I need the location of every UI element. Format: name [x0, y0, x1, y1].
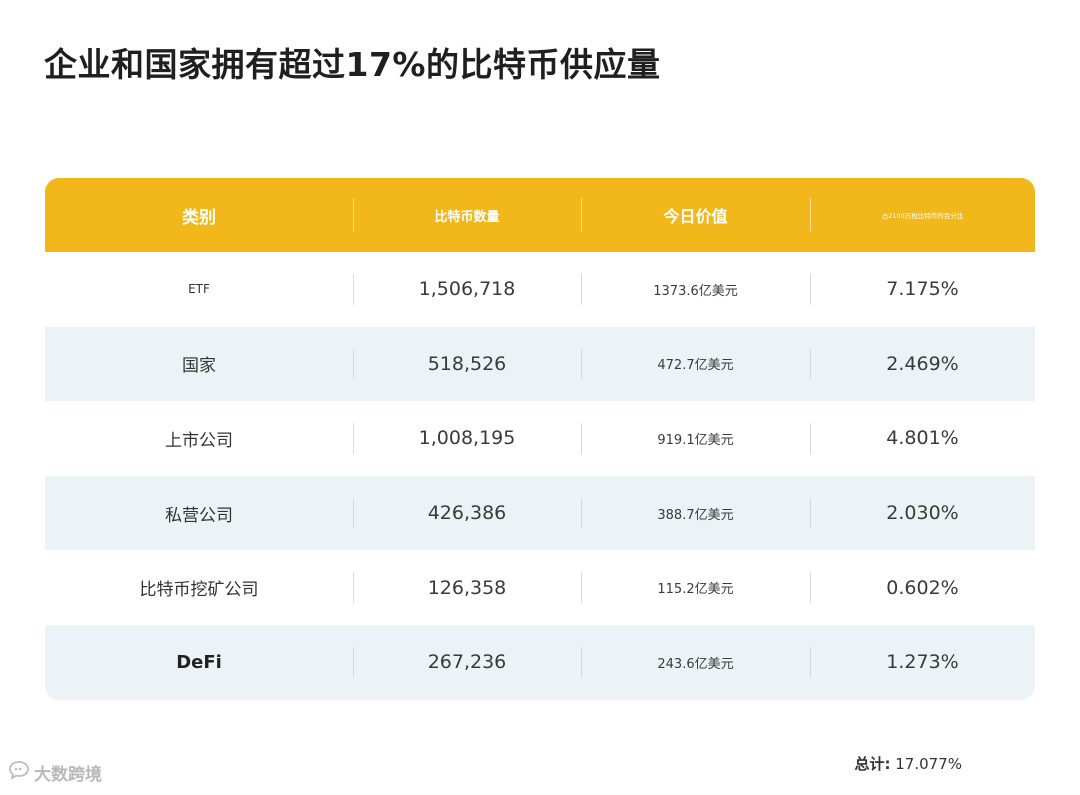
row-btc-amount: 426,386	[353, 476, 581, 551]
row-value: 115.2亿美元	[581, 550, 810, 625]
total-value: 17.077%	[895, 755, 962, 773]
row-category: 私营公司	[165, 505, 233, 526]
header-btc-amount: 比特币数量	[353, 178, 581, 252]
total-label: 总计:	[854, 755, 891, 773]
row-value: 388.7亿美元	[581, 476, 810, 551]
table-row: 上市公司 1,008,195 919.1亿美元 4.801%	[45, 401, 1035, 476]
chat-bubble-icon	[8, 760, 30, 785]
row-category: 上市公司	[165, 430, 233, 451]
row-category: 比特币挖矿公司	[139, 580, 259, 601]
row-btc-amount: 1,008,195	[353, 401, 581, 476]
table-row: 比特币挖矿公司 126,358 115.2亿美元 0.602%	[45, 550, 1035, 625]
row-btc-amount: 126,358	[353, 550, 581, 625]
table-header-row: 类别 比特币数量 今日价值 占2100万枚比特币的百分比	[45, 178, 1035, 252]
row-category: DeFi	[176, 651, 222, 673]
row-btc-amount: 267,236	[353, 625, 581, 700]
row-category: ETF	[188, 282, 210, 297]
row-value: 919.1亿美元	[581, 401, 810, 476]
total-summary: 总计: 17.077%	[854, 753, 962, 774]
row-percent: 2.469%	[810, 327, 1035, 402]
row-btc-amount: 518,526	[353, 327, 581, 402]
row-percent: 0.602%	[810, 550, 1035, 625]
row-category: 国家	[182, 356, 216, 377]
row-btc-amount: 1,506,718	[353, 252, 581, 327]
table-row: 私营公司 426,386 388.7亿美元 2.030%	[45, 475, 1035, 551]
header-current-value: 今日价值	[581, 178, 810, 252]
row-value: 243.6亿美元	[581, 625, 810, 700]
header-percent-of-supply: 占2100万枚比特币的百分比	[810, 178, 1035, 252]
watermark: 大数跨境	[8, 760, 102, 785]
page-title: 企业和国家拥有超过17%的比特币供应量	[44, 45, 661, 84]
row-percent: 7.175%	[810, 252, 1035, 327]
table-row: ETF 1,506,718 1373.6亿美元 7.175%	[45, 252, 1035, 327]
table-row: 国家 518,526 472.7亿美元 2.469%	[45, 326, 1035, 402]
table-row: DeFi 267,236 243.6亿美元 1.273%	[45, 624, 1035, 700]
row-percent: 1.273%	[810, 625, 1035, 700]
row-percent: 2.030%	[810, 476, 1035, 551]
row-percent: 4.801%	[810, 401, 1035, 476]
header-category: 类别	[182, 207, 216, 228]
watermark-text: 大数跨境	[34, 765, 102, 785]
row-value: 472.7亿美元	[581, 327, 810, 402]
bitcoin-holdings-table: 类别 比特币数量 今日价值 占2100万枚比特币的百分比 ETF 1,506,7…	[45, 178, 1035, 700]
row-value: 1373.6亿美元	[581, 252, 810, 327]
